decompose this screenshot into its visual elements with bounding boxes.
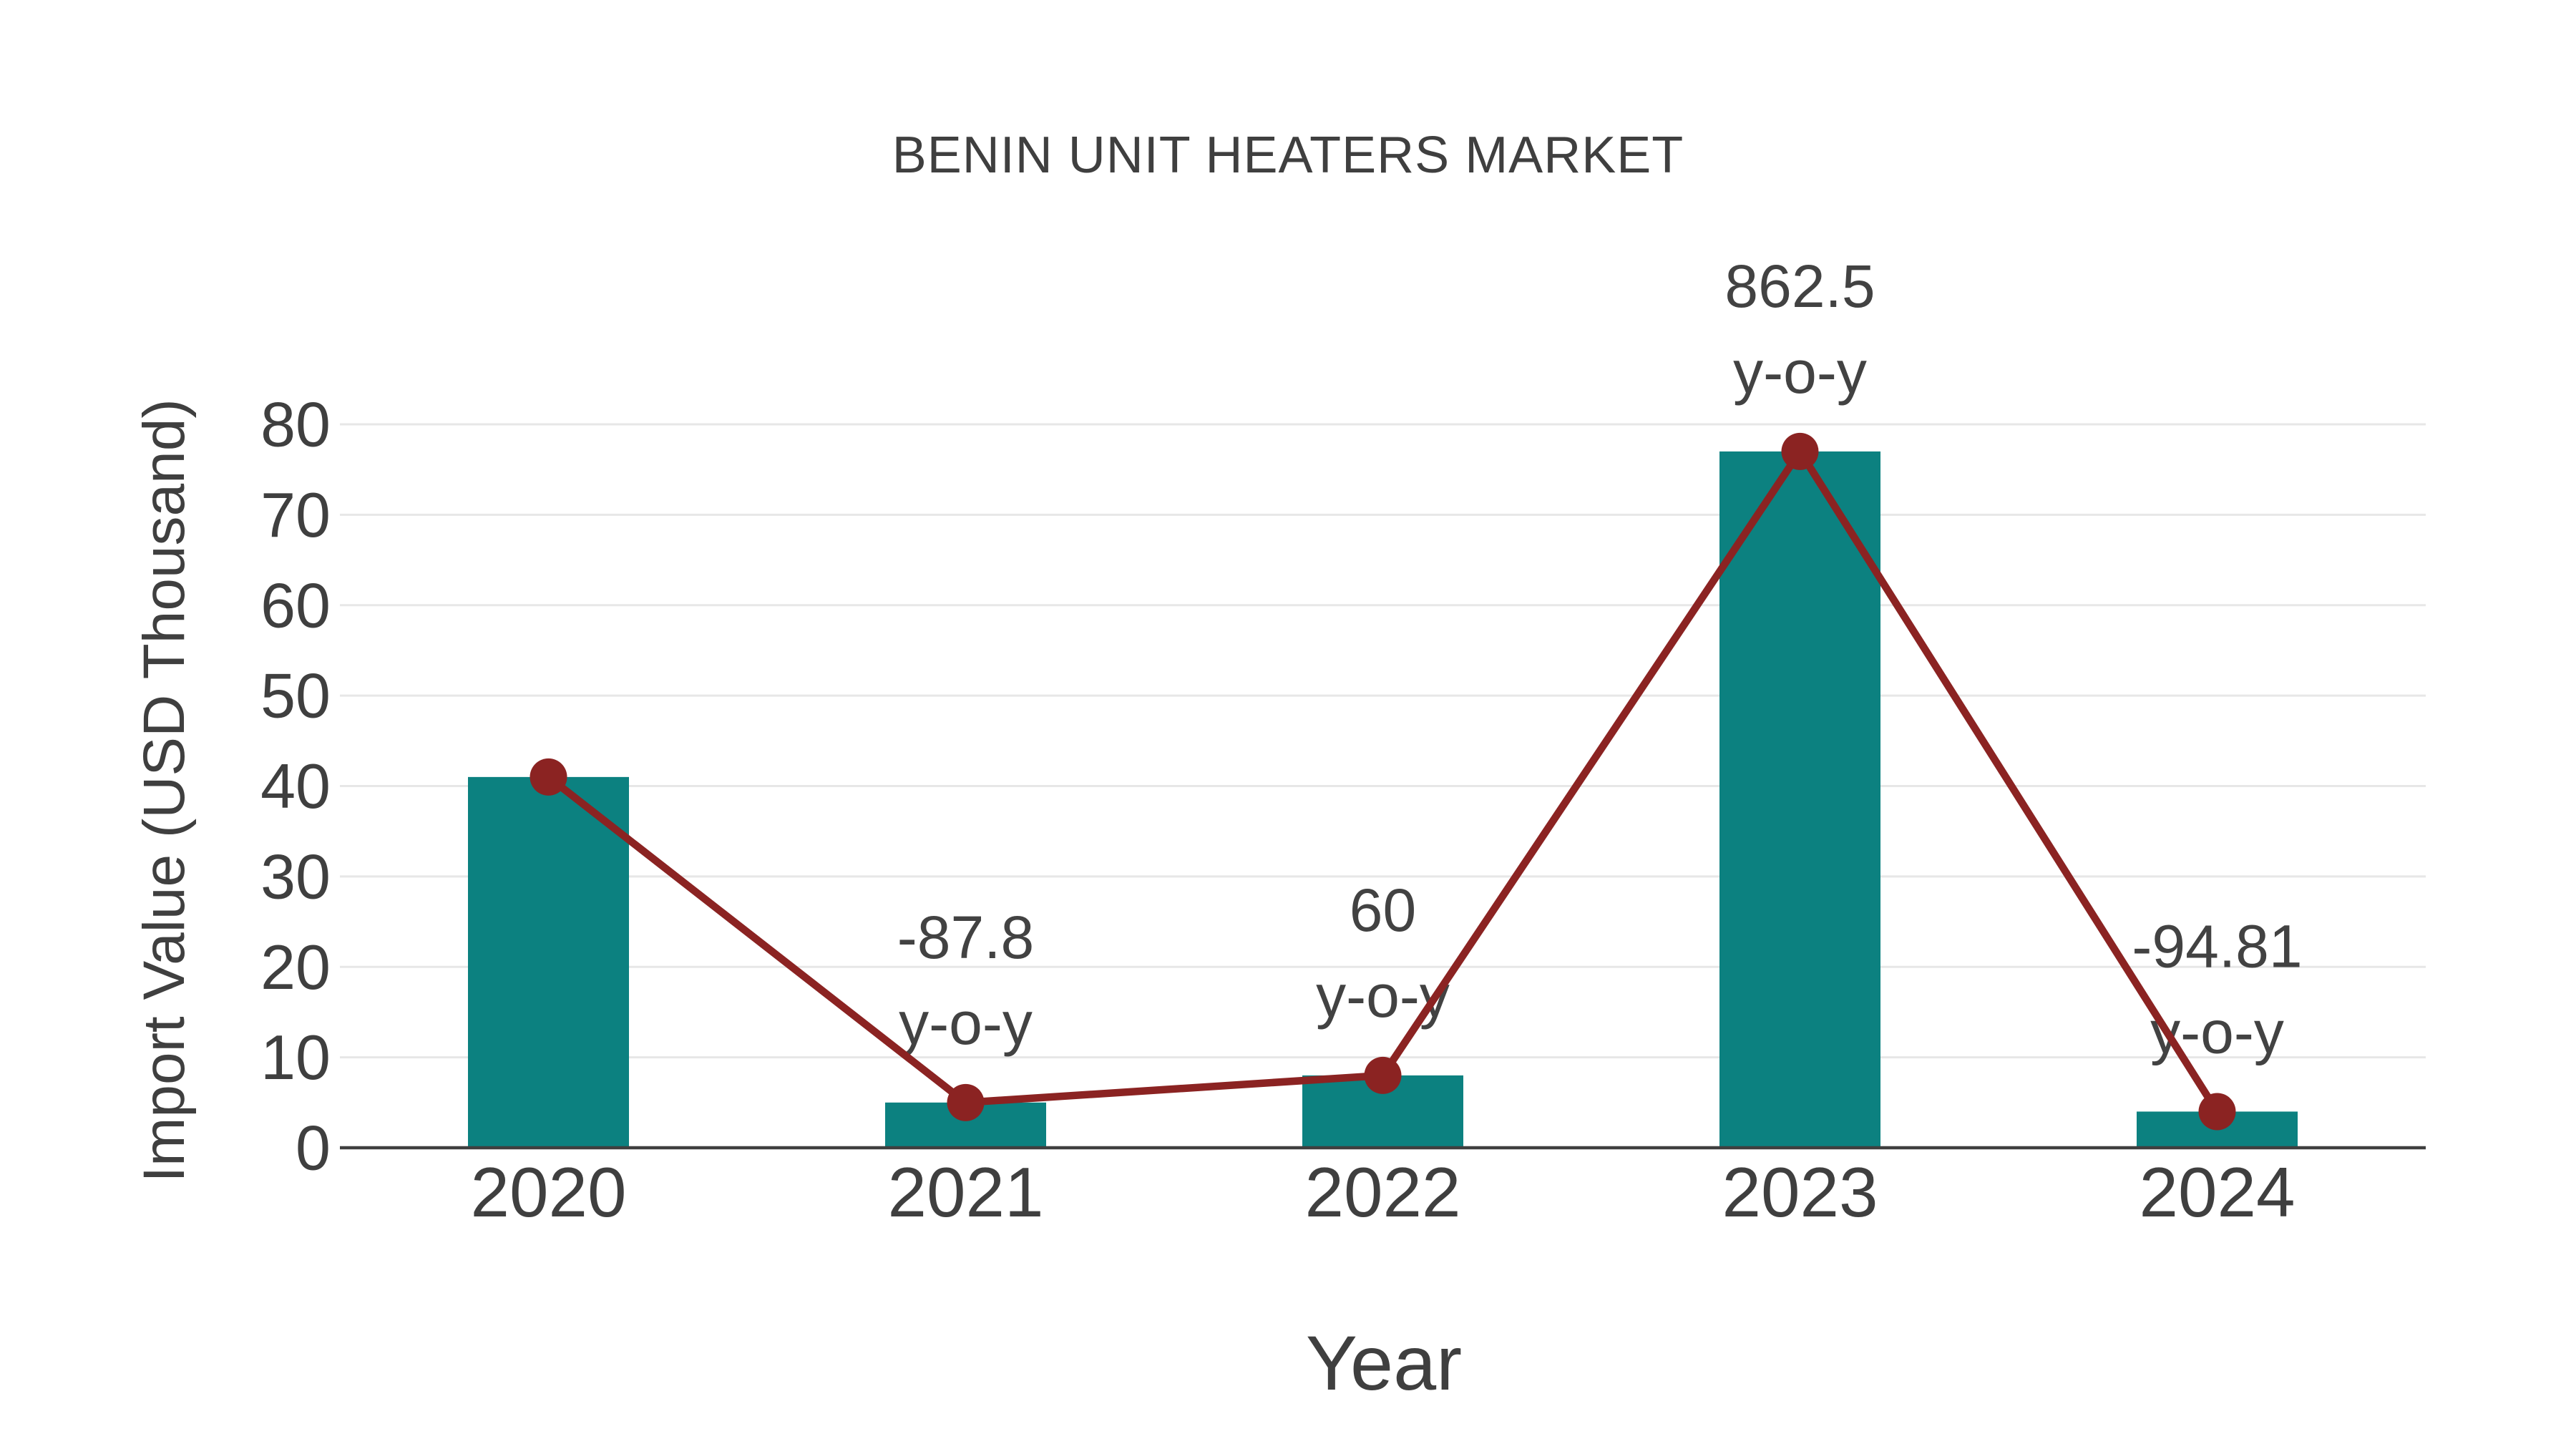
x-tick-label-2023: 2023 bbox=[1722, 1153, 1878, 1231]
annotation-label-2024: y-o-y bbox=[2150, 998, 2284, 1065]
annotation-value-2024: -94.81 bbox=[2132, 912, 2302, 980]
y-tick-label-60: 60 bbox=[260, 570, 331, 640]
annotation-label-2021: y-o-y bbox=[899, 990, 1033, 1057]
y-tick-label-0: 0 bbox=[296, 1113, 331, 1184]
x-axis-title: Year bbox=[1305, 1319, 1463, 1406]
data-point-marker-2022 bbox=[1364, 1056, 1402, 1094]
annotation-value-2023: 862.5 bbox=[1724, 253, 1875, 320]
x-tick-label-2024: 2024 bbox=[2139, 1153, 2295, 1231]
bar-2023 bbox=[1719, 451, 1880, 1148]
y-tick-label-40: 40 bbox=[260, 751, 331, 821]
bar-2020 bbox=[468, 776, 629, 1148]
y-tick-label-80: 80 bbox=[260, 389, 331, 460]
x-tick-label-2020: 2020 bbox=[470, 1153, 626, 1231]
chart-title: BENIN UNIT HEATERS MARKET bbox=[892, 127, 1684, 184]
data-point-marker-2024 bbox=[2198, 1093, 2236, 1131]
data-point-marker-2021 bbox=[947, 1083, 985, 1121]
data-point-marker-2023 bbox=[1781, 432, 1819, 470]
x-tick-label-2021: 2021 bbox=[887, 1153, 1043, 1231]
y-tick-label-50: 50 bbox=[260, 660, 331, 731]
y-tick-label-70: 70 bbox=[260, 479, 331, 550]
x-tick-label-2022: 2022 bbox=[1304, 1153, 1460, 1231]
y-tick-label-10: 10 bbox=[260, 1022, 331, 1093]
annotation-label-2023: y-o-y bbox=[1733, 338, 1867, 406]
y-tick-label-30: 30 bbox=[260, 841, 331, 912]
y-tick-label-20: 20 bbox=[260, 932, 331, 1002]
annotation-label-2022: y-o-y bbox=[1316, 962, 1450, 1030]
data-point-marker-2020 bbox=[530, 758, 567, 796]
annotation-value-2021: -87.8 bbox=[897, 904, 1034, 971]
annotation-value-2022: 60 bbox=[1350, 877, 1416, 944]
